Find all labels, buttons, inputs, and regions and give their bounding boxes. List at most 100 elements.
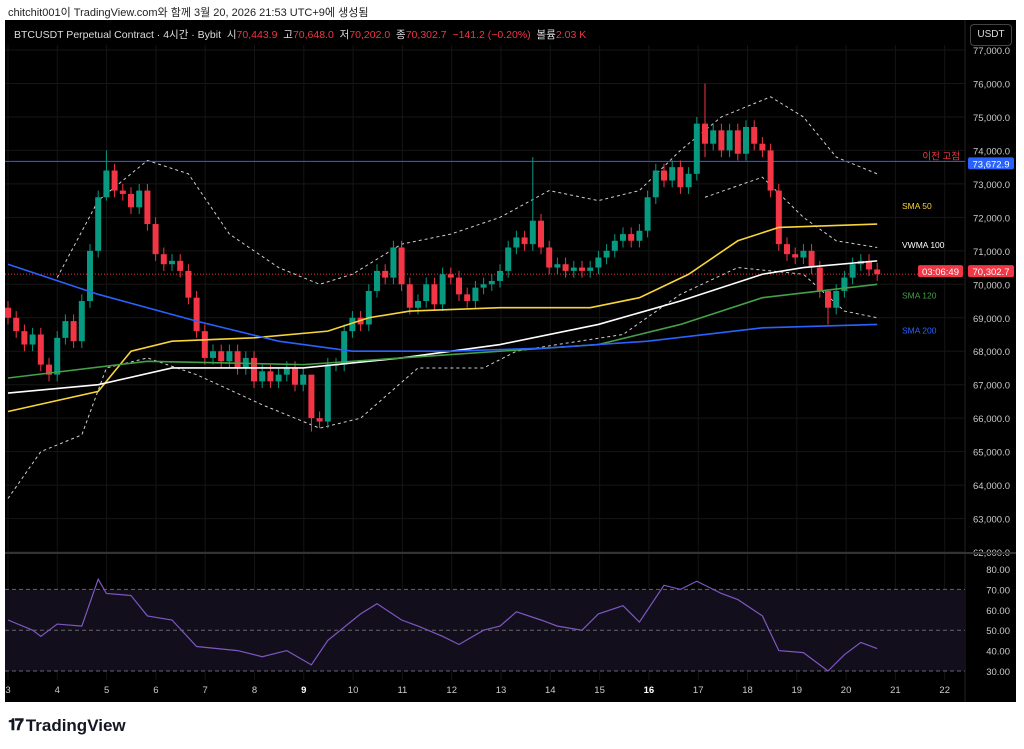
time-tick: 12 xyxy=(446,685,457,696)
prev-high-label: 이전 고점 xyxy=(922,150,960,162)
candle-body xyxy=(497,270,503,281)
candle-body xyxy=(628,234,635,241)
candle-body xyxy=(431,284,438,305)
candle-body xyxy=(677,167,684,188)
candle-body xyxy=(488,280,495,285)
candle-body xyxy=(46,364,52,375)
price-tick: 67,000.0 xyxy=(973,381,1010,392)
candle-body xyxy=(70,321,77,342)
currency-button[interactable]: USDT xyxy=(970,24,1012,46)
time-tick: 13 xyxy=(496,685,507,696)
candle-body xyxy=(587,267,594,271)
candle-body xyxy=(784,244,790,255)
time-tick: 11 xyxy=(397,685,407,696)
candle-body xyxy=(119,190,126,194)
rsi-line xyxy=(7,577,878,672)
low-label: 저 xyxy=(339,29,350,41)
candle-body xyxy=(144,190,151,225)
time-tick: 7 xyxy=(203,685,208,696)
time-tick: 3 xyxy=(5,685,10,696)
chart-frame[interactable] xyxy=(5,20,1016,702)
candle-body xyxy=(398,247,405,285)
candle-body xyxy=(382,270,389,278)
candle-body xyxy=(87,250,93,302)
band-inner xyxy=(704,176,878,248)
candle-body xyxy=(734,130,741,154)
high-value: 70,648.0 xyxy=(292,29,334,41)
ma-label: SMA 50 xyxy=(902,201,932,211)
candle-body xyxy=(849,264,856,278)
candle-body xyxy=(324,364,331,422)
candle-body xyxy=(136,190,143,208)
rsi-tick: 50.00 xyxy=(986,626,1010,637)
candle-body xyxy=(13,317,20,332)
price-tick: 75,000.0 xyxy=(973,113,1010,124)
candle-body xyxy=(570,267,577,271)
time-tick: 4 xyxy=(55,685,60,696)
symbol-legend: BTCUSDT Perpetual Contract · 4시간 · Bybit… xyxy=(14,27,586,42)
candle-body xyxy=(128,193,134,208)
candle-body xyxy=(234,351,241,368)
rsi-tick: 70.00 xyxy=(986,585,1010,596)
candle-body xyxy=(193,297,200,332)
candle-body xyxy=(792,254,799,258)
ma-line-vwma-100 xyxy=(7,260,878,394)
candle-body xyxy=(62,321,69,338)
price-tick: 77,000.0 xyxy=(973,46,1010,57)
candle-body xyxy=(595,257,602,268)
price-tick: 76,000.0 xyxy=(973,79,1010,90)
candle-body xyxy=(103,170,110,198)
candle-body xyxy=(743,126,749,154)
open-label: 시 xyxy=(226,29,237,41)
candle-body xyxy=(644,197,651,231)
close-value: 70,302.7 xyxy=(405,29,447,41)
candle-body xyxy=(177,260,184,271)
candle-body xyxy=(267,371,274,382)
price-tick: 72,000.0 xyxy=(973,213,1010,224)
snapshot-caption: chitchit001이 TradingView.com와 함께 3월 20, … xyxy=(8,7,369,19)
candle-body xyxy=(816,267,823,291)
rsi-tick: 80.00 xyxy=(986,565,1010,576)
ma-line-sma-120 xyxy=(7,283,878,379)
candle-body xyxy=(390,247,397,278)
change-value: −141.2 (−0.20%) xyxy=(452,29,531,41)
time-tick: 5 xyxy=(104,685,109,696)
time-tick: 19 xyxy=(792,685,803,696)
candle-body xyxy=(226,351,233,362)
candle-body xyxy=(423,284,430,302)
time-tick: 17 xyxy=(693,685,704,696)
close-label: 종 xyxy=(396,29,406,41)
candle-body xyxy=(406,284,413,308)
candle-body xyxy=(693,123,700,174)
candle-body xyxy=(292,367,298,385)
candle-body xyxy=(800,250,807,258)
candle-body xyxy=(661,170,667,181)
tradingview-logo[interactable]: 𝟏𝟕 TradingView xyxy=(8,716,126,736)
candle-body xyxy=(464,294,471,302)
price-tick: 74,000.0 xyxy=(973,146,1010,157)
candle-body xyxy=(759,143,766,151)
candle-body xyxy=(529,220,536,245)
candle-body xyxy=(669,167,676,181)
candle-body xyxy=(554,264,561,268)
candle-body xyxy=(439,274,446,305)
candle-body xyxy=(505,247,512,271)
time-tick: 8 xyxy=(252,685,257,696)
candle-body xyxy=(349,317,356,332)
candle-body xyxy=(620,234,626,241)
candle-body xyxy=(210,351,216,358)
bar-countdown: 03:06:49 xyxy=(922,267,959,278)
rsi-tick: 40.00 xyxy=(986,647,1010,658)
candle-body xyxy=(447,274,454,278)
candle-body xyxy=(521,237,528,245)
candle-body xyxy=(78,301,85,342)
candle-body xyxy=(54,337,61,375)
volume-value: 2.03 K xyxy=(555,29,587,41)
rsi-tick: 30.00 xyxy=(986,667,1010,678)
candle-body xyxy=(603,250,610,258)
candle-body xyxy=(751,126,758,144)
candle-body xyxy=(611,240,618,251)
price-tick: 66,000.0 xyxy=(973,414,1010,425)
candle-body xyxy=(251,357,257,382)
